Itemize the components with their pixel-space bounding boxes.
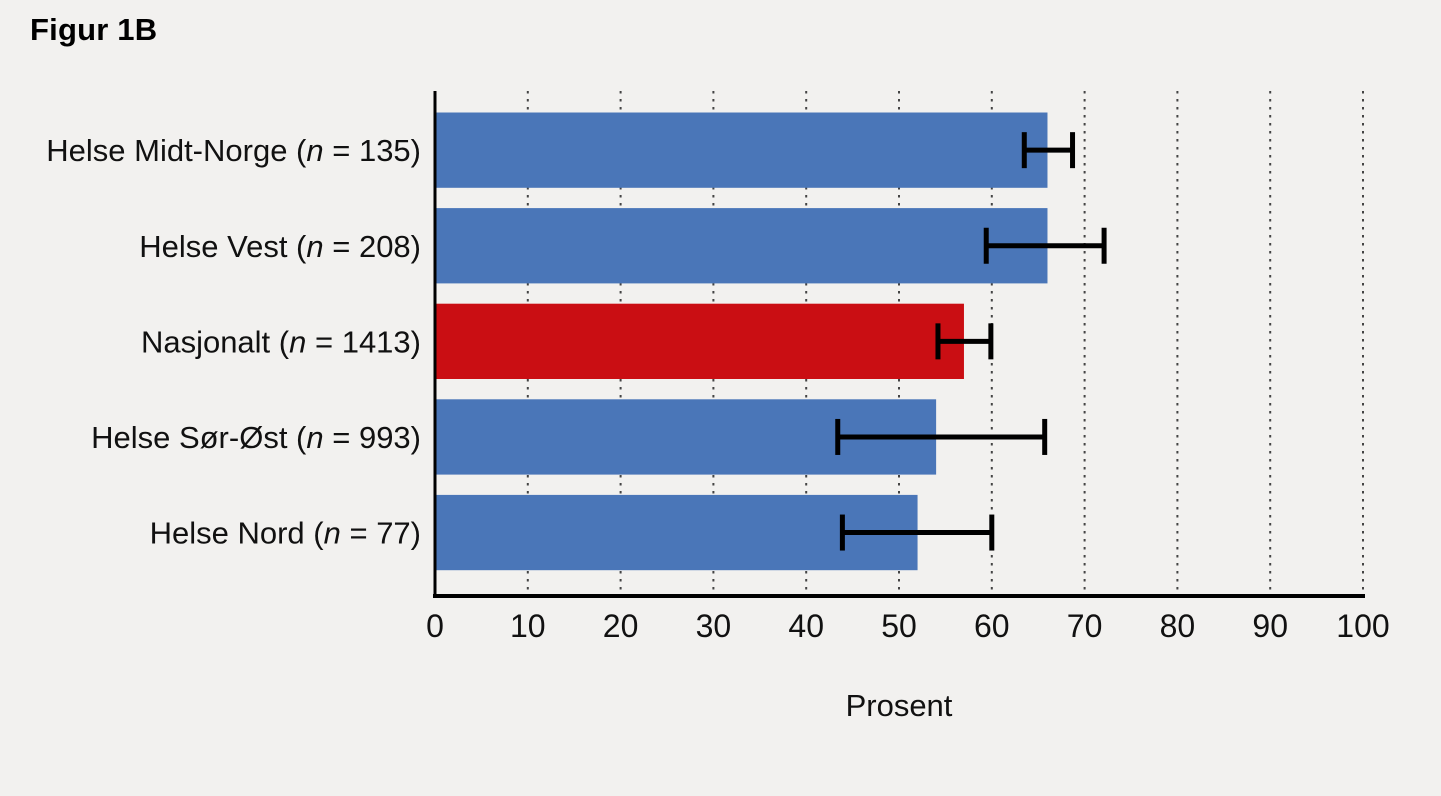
x-tick-label: 80 <box>1160 608 1196 644</box>
figure-title: Figur 1B <box>30 12 158 47</box>
category-label: Helse Nord (n = 77) <box>150 516 421 551</box>
category-label: Helse Vest (n = 208) <box>139 229 421 264</box>
x-tick-label: 90 <box>1252 608 1288 644</box>
bar <box>436 112 1048 188</box>
bar <box>436 494 918 571</box>
category-label: Helse Sør-Øst (n = 993) <box>91 420 421 455</box>
x-tick-label: 50 <box>881 608 917 644</box>
x-tick-label: 70 <box>1067 608 1103 644</box>
x-tick-label: 30 <box>696 608 732 644</box>
x-tick-label: 100 <box>1336 608 1389 644</box>
category-label: Nasjonalt (n = 1413) <box>141 324 421 359</box>
category-label: Helse Midt-Norge (n = 135) <box>46 133 421 168</box>
x-tick-label: 10 <box>510 608 546 644</box>
bar <box>436 208 1048 284</box>
bar-highlight <box>436 303 964 379</box>
x-tick-label: 20 <box>603 608 639 644</box>
x-tick-label: 40 <box>788 608 824 644</box>
x-axis-title: Prosent <box>845 688 953 723</box>
x-tick-label: 0 <box>426 608 444 644</box>
x-tick-label: 60 <box>974 608 1010 644</box>
